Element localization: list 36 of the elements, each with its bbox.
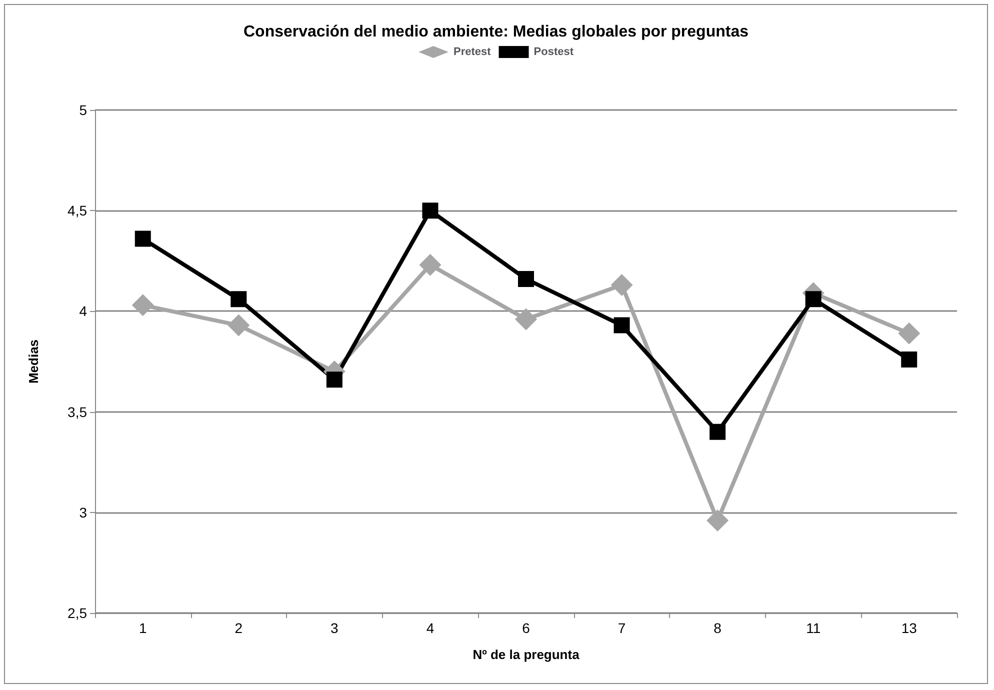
point (805, 291, 822, 308)
y-tick-label: 5 (79, 102, 88, 118)
legend-label: Postest (534, 46, 574, 58)
y-tick-label: 2,5 (68, 605, 88, 621)
point (614, 317, 630, 334)
x-tick-label: 3 (330, 620, 339, 636)
y-tick-label: 4,5 (68, 202, 88, 219)
point (518, 271, 534, 288)
point (326, 372, 342, 388)
y-tick-label: 3,5 (68, 404, 88, 420)
point (132, 294, 154, 316)
point (419, 254, 442, 276)
legend-label: Pretest (453, 46, 492, 58)
y-tick-label: 4 (79, 303, 88, 320)
x-tick-label: 7 (618, 620, 626, 636)
x-tick-label: 2 (234, 620, 243, 636)
x-tick-label: 8 (714, 620, 722, 636)
y-tick-label: 3 (79, 504, 88, 520)
point (422, 202, 438, 219)
x-tick-label: 6 (522, 620, 530, 636)
y-axis-title: Medias (26, 339, 41, 384)
point (228, 314, 250, 336)
point (610, 274, 633, 296)
point (515, 308, 537, 330)
x-axis-title: Nº de la pregunta (472, 647, 580, 662)
point (898, 322, 920, 344)
point (901, 351, 918, 368)
chart-title: Conservación del medio ambiente: Medias globales por preguntas (244, 24, 749, 40)
x-tick-label: 13 (901, 620, 918, 636)
point (706, 509, 729, 532)
point (230, 291, 247, 308)
x-tick-label: 4 (426, 620, 434, 636)
point (710, 424, 726, 440)
x-tick-label: 11 (806, 620, 821, 636)
x-tick-label: 1 (138, 620, 147, 636)
point (134, 230, 151, 247)
